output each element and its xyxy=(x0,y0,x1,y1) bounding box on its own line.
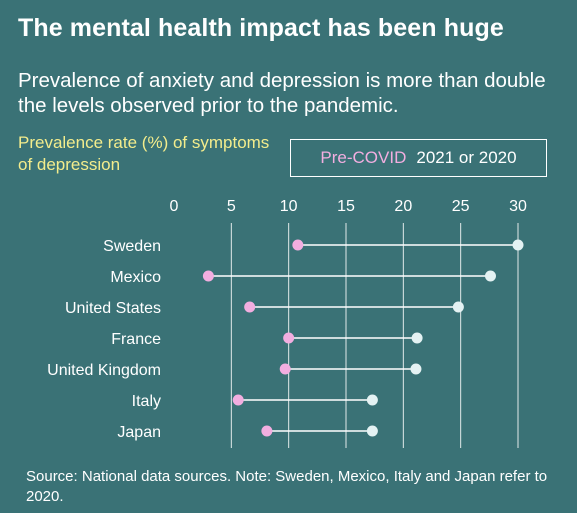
category-label: Sweden xyxy=(103,238,161,255)
category-label: Japan xyxy=(117,424,161,441)
pre-covid-point xyxy=(279,363,291,375)
pre-covid-point xyxy=(244,301,256,313)
post-covid-point xyxy=(411,332,423,344)
row-united-states: United States xyxy=(65,300,464,317)
category-label: United Kingdom xyxy=(47,362,161,379)
pre-covid-point xyxy=(261,425,273,437)
category-label: Mexico xyxy=(110,269,161,286)
x-tick-30: 30 xyxy=(509,198,527,215)
source-note: Source: National data sources. Note: Swe… xyxy=(26,468,548,505)
post-covid-point xyxy=(366,425,378,437)
row-sweden: Sweden xyxy=(103,238,524,255)
x-tick-25: 25 xyxy=(452,198,470,215)
legend-pre-covid: Pre-COVID xyxy=(320,148,407,167)
pre-covid-point xyxy=(283,332,295,344)
chart-subtitle: Prevalence of anxiety and depression is … xyxy=(18,69,546,117)
post-covid-point xyxy=(410,363,422,375)
pre-covid-point xyxy=(202,270,214,282)
pre-covid-point xyxy=(292,239,304,251)
category-label: France xyxy=(111,331,161,348)
axis-label: Prevalence rate (%) of symptoms of depre… xyxy=(18,133,270,174)
row-italy: Italy xyxy=(132,393,378,410)
x-tick-10: 10 xyxy=(280,198,298,215)
pre-covid-point xyxy=(232,394,244,406)
row-france: France xyxy=(111,331,423,348)
x-tick-5: 5 xyxy=(227,198,236,215)
post-covid-point xyxy=(366,394,378,406)
data-rows: Sweden Mexico United States France United Ki… xyxy=(47,238,524,441)
legend: Pre-COVID 2021 or 2020 xyxy=(290,139,547,177)
x-tick-labels: 0 5 10 15 20 25 30 xyxy=(170,198,527,215)
category-label: United States xyxy=(65,300,161,317)
legend-2021-or-2020: 2021 or 2020 xyxy=(416,148,517,167)
category-label: Italy xyxy=(132,393,161,410)
post-covid-point xyxy=(512,239,524,251)
x-tick-20: 20 xyxy=(394,198,412,215)
row-united-kingdom: United Kingdom xyxy=(47,362,422,379)
x-tick-0: 0 xyxy=(170,198,179,215)
post-covid-point xyxy=(452,301,464,313)
row-japan: Japan xyxy=(117,424,378,441)
row-mexico: Mexico xyxy=(110,269,496,286)
chart-title: The mental health impact has been huge xyxy=(18,14,504,42)
grid xyxy=(230,223,519,448)
x-tick-15: 15 xyxy=(337,198,355,215)
post-covid-point xyxy=(484,270,496,282)
